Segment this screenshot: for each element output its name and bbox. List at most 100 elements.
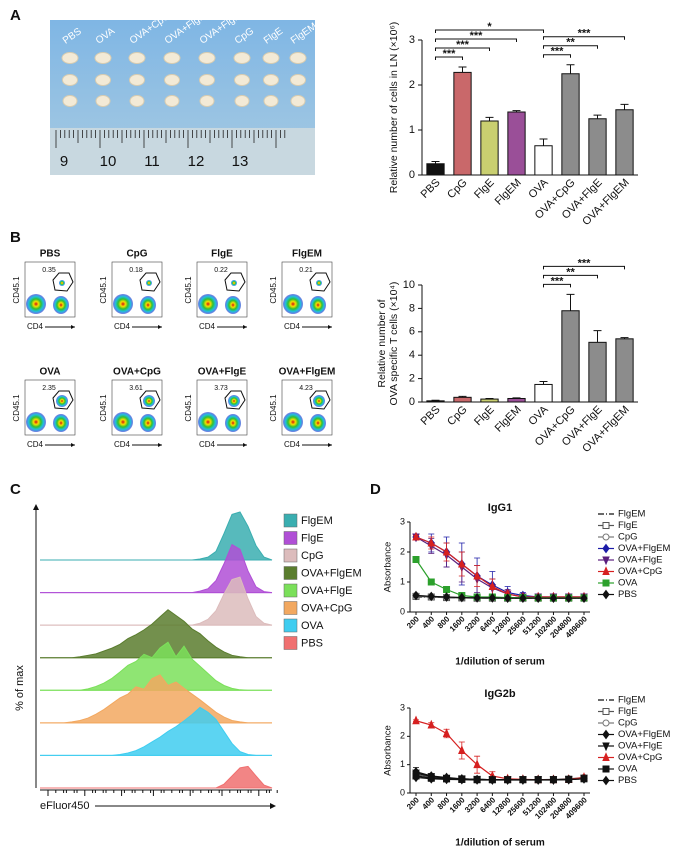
significance-bracket xyxy=(435,29,544,33)
lymph-node xyxy=(95,74,111,86)
flow-population xyxy=(225,296,241,314)
marker xyxy=(504,775,512,785)
significance-label: *** xyxy=(443,48,457,60)
flow-arrowhead xyxy=(158,443,162,447)
lymph-node xyxy=(62,74,78,86)
flow-percent: 3.61 xyxy=(129,385,143,392)
significance-label: ** xyxy=(566,37,575,49)
bar xyxy=(588,118,607,176)
x-tick-label: 200 xyxy=(405,795,421,811)
marker xyxy=(442,774,451,785)
flow-x-label: CD4 xyxy=(114,440,131,449)
y-axis-label: % of max xyxy=(14,665,26,711)
flow-population xyxy=(140,296,156,314)
marker xyxy=(519,593,527,604)
flow-population xyxy=(26,412,46,432)
legend-label: OVA xyxy=(618,578,638,589)
flow-population xyxy=(198,294,218,314)
panel-label: B xyxy=(10,229,21,246)
marker xyxy=(549,593,558,604)
flow-gate xyxy=(309,390,331,410)
flow-x-label: CD4 xyxy=(284,322,301,331)
marker xyxy=(473,775,481,785)
error-bar xyxy=(512,397,521,399)
density-curve xyxy=(40,511,273,561)
legend-swatch xyxy=(283,636,298,650)
panel-label: A xyxy=(10,7,21,24)
error-bar xyxy=(458,66,467,73)
flow-arrowhead xyxy=(243,325,247,329)
lymph-node xyxy=(263,95,279,107)
lymph-node xyxy=(234,95,250,107)
flow-x-label: CD4 xyxy=(199,322,216,331)
x-tick-label: PBS xyxy=(419,404,443,428)
lymph-node xyxy=(199,74,215,86)
bar xyxy=(480,398,499,403)
flow-y-label: CD45.1 xyxy=(269,394,278,422)
legend-swatch xyxy=(283,601,298,615)
legend-label: OVA+FlgEM xyxy=(618,543,670,554)
significance-bracket xyxy=(543,274,598,279)
flow-gate xyxy=(139,390,161,410)
legend-marker xyxy=(602,708,610,715)
legend-label: OVA+FlgE xyxy=(618,741,662,752)
legend-marker xyxy=(602,729,610,740)
legend-marker xyxy=(602,589,610,600)
legend-swatch xyxy=(283,548,298,563)
flow-population xyxy=(146,280,152,286)
legend-swatch xyxy=(283,566,298,580)
legend-marker xyxy=(602,533,610,541)
marker xyxy=(565,593,573,604)
lymph-node xyxy=(289,52,307,64)
flow-population xyxy=(59,280,65,286)
x-axis-label: 1/dilution of serum xyxy=(455,657,545,668)
error-bar xyxy=(485,116,494,121)
significance-bracket xyxy=(435,38,517,42)
y-tick-label: 2 xyxy=(400,731,405,741)
bar xyxy=(615,109,634,176)
flow-gate xyxy=(224,272,246,292)
legend-label: PBS xyxy=(301,637,323,649)
legend-label: CpG xyxy=(301,550,324,562)
density-curve xyxy=(40,543,273,594)
flow-population xyxy=(56,395,68,407)
bar xyxy=(561,73,580,176)
y-axis-label: Absorbance xyxy=(383,542,394,593)
legend-label: FlgEM xyxy=(618,509,646,520)
significance-label: *** xyxy=(470,30,484,42)
flow-title: CpG xyxy=(126,249,147,260)
ruler-number: 12 xyxy=(188,153,205,170)
y-tick-label: 1 xyxy=(400,576,405,586)
flow-percent: 2.35 xyxy=(42,385,56,392)
density-curve xyxy=(40,765,273,789)
flow-arrowhead xyxy=(328,443,332,447)
significance-label: * xyxy=(487,21,492,33)
series-line xyxy=(415,536,584,598)
marker xyxy=(412,590,420,601)
bar xyxy=(480,120,499,176)
flow-title: OVA xyxy=(40,367,61,378)
significance-label: *** xyxy=(551,275,565,287)
density-curve xyxy=(40,609,272,659)
significance-label: *** xyxy=(578,257,592,269)
flow-y-label: CD45.1 xyxy=(12,394,21,422)
flow-title: OVA+FlgEM xyxy=(279,367,336,378)
flow-title: FlgEM xyxy=(292,249,322,260)
y-tick-label: 10 xyxy=(403,279,415,291)
y-arrowhead xyxy=(33,504,39,510)
marker xyxy=(488,775,496,785)
flow-percent: 0.22 xyxy=(214,267,228,274)
marker xyxy=(442,728,451,737)
legend-marker xyxy=(602,566,610,575)
bar xyxy=(534,383,553,403)
y-tick-label: 3 xyxy=(409,34,415,46)
flow-y-label: CD45.1 xyxy=(99,276,108,304)
y-tick-label: 6 xyxy=(409,326,415,338)
marker xyxy=(443,586,451,593)
x-tick-label: 200 xyxy=(405,614,421,630)
marker xyxy=(534,775,542,785)
error-bar xyxy=(539,381,548,385)
error-bar xyxy=(566,64,575,74)
y-tick-label: 0 xyxy=(400,787,405,797)
